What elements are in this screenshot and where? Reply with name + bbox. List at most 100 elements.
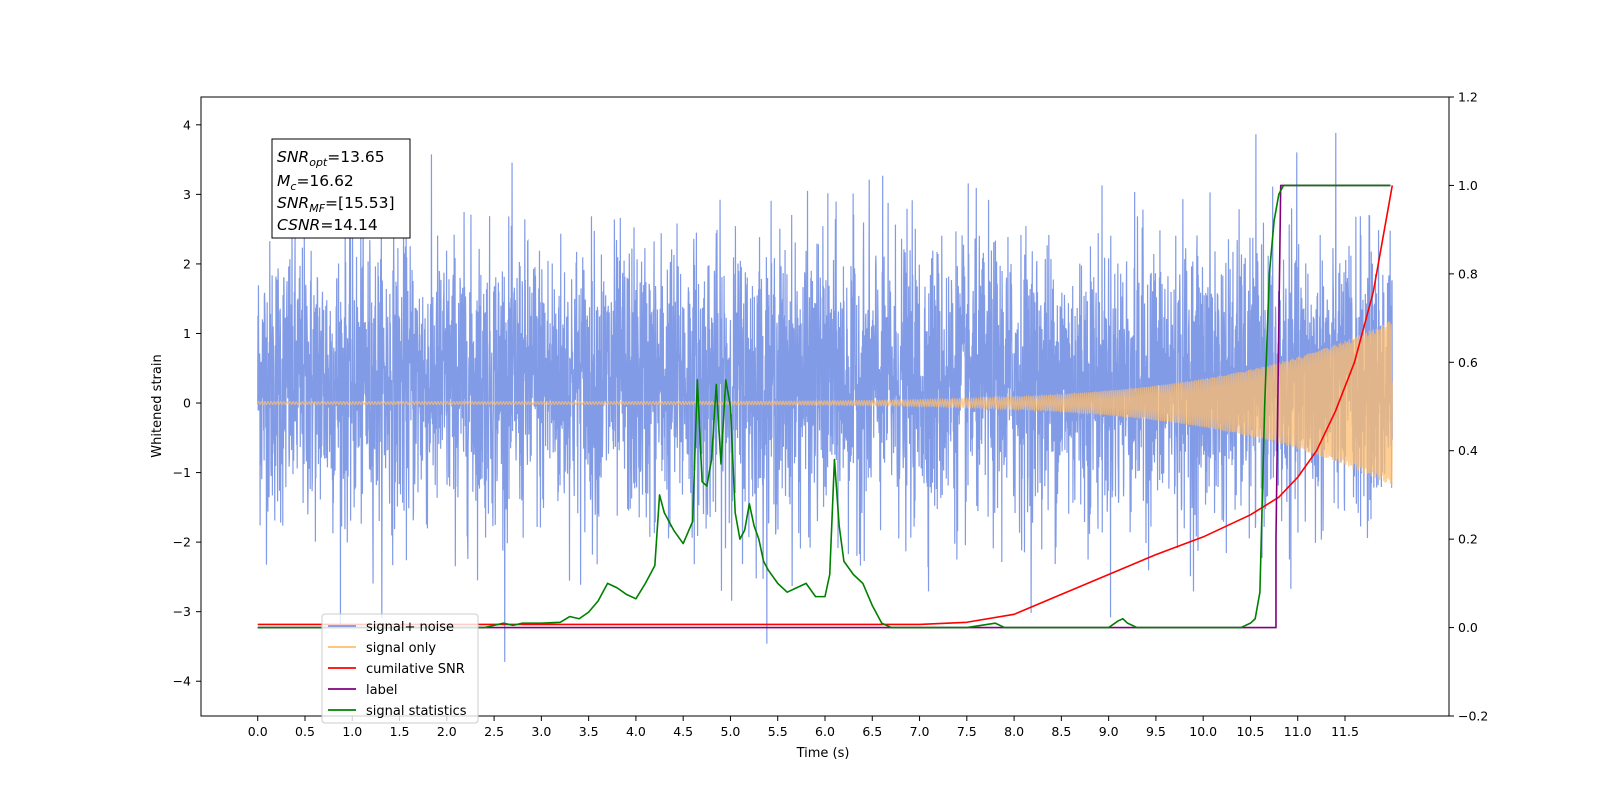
y-axis-right: −0.2 0.0 0.2 0.4 0.6 0.8 1.0 1.2 [1449, 90, 1488, 724]
y2-tick-label: 0.4 [1458, 443, 1478, 458]
x-tick-label: 1.0 [342, 724, 362, 739]
x-tick-label: 5.5 [768, 724, 788, 739]
x-tick-label: 1.5 [390, 724, 410, 739]
x-tick: 0.5 [295, 716, 315, 739]
x-tick-label: 9.5 [1146, 724, 1166, 739]
x-tick: 9.5 [1146, 716, 1166, 739]
y2-tick-label: 0.2 [1458, 532, 1478, 547]
annotation-snr-opt: SNRopt=13.65 [277, 148, 385, 169]
y-tick-label: 3 [183, 187, 191, 202]
legend-item-signal-only: signal only [328, 641, 436, 656]
x-axis-label: Time (s) [796, 746, 850, 761]
y2-tick: 0.8 [1449, 266, 1478, 281]
x-tick: 3.0 [531, 716, 551, 739]
x-tick: 11.0 [1284, 716, 1312, 739]
y2-tick-label: 1.0 [1458, 178, 1478, 193]
y-tick-label: −1 [173, 465, 191, 480]
series-signal-only-line [257, 321, 1393, 487]
y2-tick-label: 0.6 [1458, 355, 1478, 370]
x-tick-label: 3.0 [531, 724, 551, 739]
x-tick-label: 6.0 [815, 724, 835, 739]
legend-item-cumulative-snr: cumilative SNR [328, 662, 465, 677]
y-axis-label: Whitened strain [150, 354, 165, 457]
y2-tick-label: −0.2 [1458, 709, 1488, 724]
x-tick-label: 9.0 [1099, 724, 1119, 739]
x-tick: 5.0 [721, 716, 741, 739]
y-tick-label: −4 [173, 674, 191, 689]
y2-tick-label: 0.0 [1458, 620, 1478, 635]
series-signal-noise-line [257, 132, 1393, 662]
x-tick-label: 11.0 [1284, 724, 1312, 739]
y2-tick: 0.4 [1449, 443, 1478, 458]
y-tick-label: 4 [183, 117, 191, 132]
x-tick: 5.5 [768, 716, 788, 739]
legend-label: signal statistics [366, 704, 467, 719]
annotation-mc: Mc=16.62 [277, 172, 354, 193]
x-tick-label: 10.0 [1189, 724, 1217, 739]
x-tick: 11.5 [1331, 716, 1359, 739]
x-tick: 8.0 [1004, 716, 1024, 739]
y2-tick: −0.2 [1449, 709, 1488, 724]
x-tick: 0.0 [248, 716, 268, 739]
y-tick: −4 [173, 674, 201, 689]
x-tick: 10.5 [1237, 716, 1264, 739]
legend-item-signal-noise: signal+ noise [328, 620, 454, 635]
x-tick: 3.5 [579, 716, 599, 739]
y2-tick: 1.2 [1449, 90, 1478, 105]
y2-tick: 0.6 [1449, 355, 1478, 370]
legend-frame [321, 613, 479, 724]
legend-label: cumilative SNR [366, 662, 465, 677]
y-tick-label: −3 [173, 604, 191, 619]
x-tick-label: 4.5 [673, 724, 693, 739]
y-tick: 4 [183, 117, 201, 132]
y-tick-label: 1 [183, 326, 191, 341]
legend: signal+ noise signal only cumilative SNR… [321, 613, 479, 724]
x-tick-label: 0.5 [295, 724, 315, 739]
y-tick: 0 [183, 396, 201, 411]
y-tick: −1 [173, 465, 201, 480]
x-tick: 4.0 [626, 716, 646, 739]
x-tick-label: 11.5 [1331, 724, 1359, 739]
x-tick-label: 2.0 [437, 724, 457, 739]
y-tick-label: −2 [173, 535, 191, 550]
x-tick: 9.0 [1099, 716, 1119, 739]
x-tick: 10.0 [1189, 716, 1217, 739]
x-tick-label: 2.5 [484, 724, 504, 739]
x-tick-label: 6.5 [862, 724, 882, 739]
legend-item-label: label [328, 683, 397, 698]
y-tick: −3 [173, 604, 201, 619]
x-tick: 8.5 [1051, 716, 1071, 739]
y2-tick: 0.2 [1449, 532, 1478, 547]
annotation-box [271, 138, 411, 239]
x-axis: 0.0 0.5 1.0 1.5 2.0 2.5 3.0 3.5 4.0 4.5 5.0 5.5 6.0 6… [248, 716, 1359, 739]
y2-tick-label: 1.2 [1458, 90, 1478, 105]
y-tick-label: 2 [183, 256, 191, 271]
legend-item-signal-statistics: signal statistics [328, 704, 467, 719]
annotation-snr-mf: SNRMF=[15.53] [277, 194, 395, 215]
y2-tick: 0.0 [1449, 620, 1478, 635]
y2-tick: 1.0 [1449, 178, 1478, 193]
y-tick-label: 0 [183, 396, 191, 411]
metrics-annotation: SNRopt=13.65 Mc=16.62 SNRMF=[15.53] CSNR… [271, 138, 411, 239]
plot-area [257, 132, 1394, 662]
x-tick-label: 4.0 [626, 724, 646, 739]
y-tick: −2 [173, 535, 201, 550]
x-tick: 4.5 [673, 716, 693, 739]
x-tick: 2.5 [484, 716, 504, 739]
x-tick: 6.0 [815, 716, 835, 739]
series-cumulative-snr-line [257, 185, 1394, 626]
annotation-csnr: CSNR=14.14 [277, 216, 378, 234]
x-tick-label: 7.0 [910, 724, 930, 739]
x-tick-label: 7.5 [957, 724, 977, 739]
x-tick: 7.0 [910, 716, 930, 739]
y-tick: 3 [183, 187, 201, 202]
x-tick-label: 5.0 [721, 724, 741, 739]
legend-label: signal only [366, 641, 436, 656]
legend-label: signal+ noise [366, 620, 454, 635]
series-signal-statistics-line [257, 184, 1391, 629]
y-tick: 1 [183, 326, 201, 341]
y2-tick-label: 0.8 [1458, 266, 1478, 281]
x-tick: 7.5 [957, 716, 977, 739]
y-axis-left: −4 −3 −2 −1 0 1 2 3 4 [173, 117, 201, 689]
